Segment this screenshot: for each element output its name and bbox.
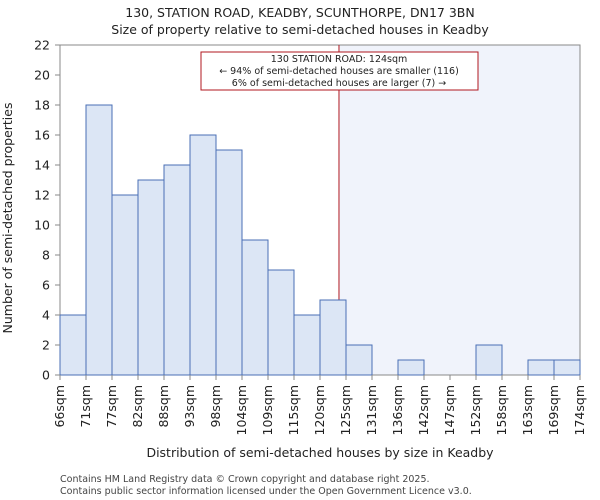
footer-line2: Contains public sector information licen… [60,486,472,497]
y-tick-label: 18 [34,98,50,113]
x-tick-label: 77sqm [104,385,119,428]
highlight-region [338,45,580,375]
annotation-line1: 130 STATION ROAD: 124sqm [271,54,408,65]
x-axis-label: Distribution of semi-detached houses by … [146,445,494,460]
x-tick-label: 152sqm [468,385,483,435]
chart-title: 130, STATION ROAD, KEADBY, SCUNTHORPE, D… [125,5,474,20]
x-tick-label: 142sqm [416,385,431,435]
bar-93sqm [189,134,217,376]
y-tick-label: 8 [42,248,50,263]
x-tick-label: 82sqm [130,385,145,428]
x-tick-label: 115sqm [286,385,301,435]
x-tick-label: 93sqm [182,385,197,428]
bar-136sqm [397,359,425,376]
y-tick-label: 12 [34,188,50,203]
y-axis: 0 2 4 6 8 10 12 14 16 18 20 22 [34,38,60,383]
bar-71sqm [85,104,113,376]
bar-82sqm [137,179,165,376]
bar-125sqm [345,344,373,376]
bar-77sqm [111,194,139,376]
x-tick-label: 120sqm [312,385,327,435]
x-tick-label: 158sqm [494,385,509,435]
bar-109sqm [267,269,295,376]
x-tick-label: 88sqm [156,385,171,428]
chart-subtitle: Size of property relative to semi-detach… [111,22,489,37]
y-tick-label: 4 [42,308,50,323]
bars-group [59,104,581,376]
bar-120sqm [319,299,347,376]
x-tick-label: 125sqm [338,385,353,435]
y-tick-label: 6 [42,278,50,293]
x-tick-label: 104sqm [234,385,249,435]
y-tick-label: 22 [34,38,50,53]
x-tick-label: 71sqm [78,385,93,428]
y-tick-label: 20 [34,68,50,83]
annotation-frame [200,51,479,91]
footer-line1: Contains HM Land Registry data © Crown c… [60,474,430,485]
y-tick-label: 0 [42,368,50,383]
y-tick-label: 14 [34,158,50,173]
x-tick-label: 169sqm [546,385,561,435]
bar-98sqm [215,149,243,376]
x-tick-label: 66sqm [52,385,67,428]
bar-115sqm [293,314,321,376]
x-tick-label: 109sqm [260,385,275,435]
bar-169sqm [553,359,581,376]
annotation-line2: ← 94% of semi-detached houses are smalle… [219,66,459,77]
x-tick-label: 131sqm [364,385,379,435]
y-axis-label: Number of semi-detached properties [0,103,15,334]
x-tick-label: 136sqm [390,385,405,435]
y-tick-label: 10 [34,218,50,233]
bar-88sqm [163,164,191,376]
annotation-line3: 6% of semi-detached houses are larger (7… [232,78,446,89]
bar-66sqm [59,314,87,376]
x-axis: 66sqm 71sqm 77sqm 82sqm 88sqm 93sqm 98sqm 104sq… [52,375,587,435]
y-tick-label: 2 [42,338,50,353]
bar-163sqm [527,359,555,376]
x-tick-label: 163sqm [520,385,535,435]
x-tick-label: 174sqm [572,385,587,435]
bar-104sqm [241,239,269,376]
x-tick-label: 98sqm [208,385,223,428]
annotation-box: 130 STATION ROAD: 124sqm ← 94% of semi-d… [200,51,479,91]
bar-152sqm [475,344,503,376]
y-tick-label: 16 [34,128,50,143]
x-tick-label: 147sqm [442,385,457,435]
